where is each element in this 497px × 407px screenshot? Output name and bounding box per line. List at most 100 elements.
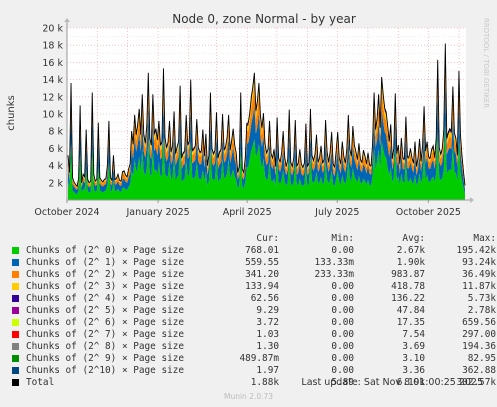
legend-min-value: 0.00 bbox=[331, 293, 354, 304]
legend-max-value: 194.36 bbox=[462, 341, 496, 352]
legend-max-value: 11.87k bbox=[462, 281, 496, 292]
legend-row: Chunks of (2^ 4) × Page size 62.56 0.00 136… bbox=[12, 293, 496, 305]
legend-max-value: 362.88 bbox=[462, 365, 496, 376]
legend-swatch bbox=[12, 281, 26, 293]
legend-avg-value: 7.54 bbox=[402, 329, 425, 340]
legend-min-value: 0.00 bbox=[331, 317, 354, 328]
legend-cur-value: 559.55 bbox=[245, 257, 279, 268]
legend-min-value: 0.00 bbox=[331, 353, 354, 364]
stacked-areas bbox=[67, 42, 466, 200]
legend-series-name: Chunks of (2^ 6) × Page size bbox=[26, 317, 185, 328]
legend-color-swatch bbox=[12, 331, 19, 338]
legend-color-swatch bbox=[12, 307, 19, 314]
y-tick-label: 18 k bbox=[42, 41, 63, 52]
legend-cur-value: 3.72 bbox=[256, 317, 279, 328]
legend-swatch bbox=[12, 329, 26, 341]
legend-max-value: 5.73k bbox=[467, 293, 496, 304]
area-series-1 bbox=[68, 83, 465, 195]
legend-max-value: 659.56 bbox=[462, 317, 496, 328]
legend-row: Chunks of (2^ 5) × Page size 9.29 0.00 47.8… bbox=[12, 305, 496, 317]
col-header-max: Max: bbox=[473, 233, 496, 244]
y-tick-label: 12 k bbox=[42, 92, 63, 103]
legend-cur-value: 62.56 bbox=[250, 293, 279, 304]
y-tick-label: 20 k bbox=[42, 24, 63, 35]
legend-swatch bbox=[12, 317, 26, 329]
legend-max-value: 36.49k bbox=[462, 269, 496, 280]
legend-max-value: 195.42k bbox=[456, 245, 496, 256]
legend-row: Chunks of (2^ 0) × Page size 768.01 0.00 2.… bbox=[12, 245, 496, 257]
legend-color-swatch bbox=[12, 295, 19, 302]
col-header-cur: Cur: bbox=[256, 233, 279, 244]
legend-series-name: Chunks of (2^ 8) × Page size bbox=[26, 341, 185, 352]
legend-max-value: 93.24k bbox=[462, 257, 496, 268]
legend-cur-value: 341.20 bbox=[245, 269, 279, 280]
legend-avg-value: 983.87 bbox=[391, 269, 425, 280]
legend-series-name: Chunks of (2^ 7) × Page size bbox=[26, 329, 185, 340]
legend-color-swatch bbox=[12, 355, 19, 362]
legend-min-value: 0.00 bbox=[331, 305, 354, 316]
munin-version: Munin 2.0.73 bbox=[223, 392, 274, 401]
legend-series-name: Chunks of (2^ 2) × Page size bbox=[26, 269, 185, 280]
legend-cur-value: 1.03 bbox=[256, 329, 279, 340]
legend-avg-value: 17.35 bbox=[396, 317, 425, 328]
y-tick-label: 6 k bbox=[48, 144, 63, 155]
legend-cur-value: 1.97 bbox=[256, 365, 279, 376]
legend-min-value: 0.00 bbox=[331, 341, 354, 352]
y-tick-label: 4 k bbox=[48, 161, 63, 172]
legend-swatch bbox=[12, 305, 26, 317]
legend-swatch bbox=[12, 293, 26, 305]
y-axis-label: chunks bbox=[6, 95, 17, 131]
legend-swatch bbox=[12, 269, 26, 281]
legend-swatch bbox=[12, 377, 26, 389]
legend-row: Chunks of (2^ 6) × Page size 3.72 0.00 17.3… bbox=[12, 317, 496, 329]
legend-row: Chunks of (2^ 3) × Page size 133.94 0.00 41… bbox=[12, 281, 496, 293]
x-tick-label: January 2025 bbox=[125, 207, 189, 218]
legend-min-value: 133.33m bbox=[314, 257, 354, 268]
legend-min-value: 0.00 bbox=[331, 281, 354, 292]
legend-color-swatch bbox=[12, 271, 19, 278]
legend-avg-value: 3.69 bbox=[402, 341, 425, 352]
legend-row: Chunks of (2^ 2) × Page size 341.20 233.33… bbox=[12, 269, 496, 281]
legend-max-value: 82.95 bbox=[467, 353, 496, 364]
legend-series-name: Chunks of (2^ 1) × Page size bbox=[26, 257, 185, 268]
last-update: Last update: Sat Nov 8 01:00:25 2025 bbox=[301, 377, 483, 388]
col-header-min: Min: bbox=[331, 233, 354, 244]
area-series-2 bbox=[68, 58, 465, 190]
y-tick-label: 10 k bbox=[42, 110, 63, 121]
legend-row: Chunks of (2^10) × Page size 1.97 0.00 3.36… bbox=[12, 365, 496, 377]
y-axis-arrow bbox=[64, 18, 70, 22]
legend-table: Cur: Min: Avg: Max: Chunks of (2^ 0) × P… bbox=[12, 233, 496, 389]
area-series-0 bbox=[68, 124, 465, 200]
legend-row: Chunks of (2^ 7) × Page size 1.03 0.00 7.54… bbox=[12, 329, 496, 341]
legend-swatch bbox=[12, 257, 26, 269]
legend-row: Chunks of (2^ 1) × Page size 559.55 133.33… bbox=[12, 257, 496, 269]
x-axis-arrow bbox=[470, 197, 474, 203]
legend-color-swatch bbox=[12, 283, 19, 290]
y-tick-label: 8 k bbox=[48, 127, 63, 138]
legend-series-name: Total bbox=[26, 377, 55, 388]
legend-cur-value: 133.94 bbox=[245, 281, 279, 292]
legend-avg-value: 3.36 bbox=[402, 365, 425, 376]
x-tick-label: July 2025 bbox=[314, 207, 359, 218]
y-tick-label: 14 k bbox=[42, 75, 63, 86]
legend-series-name: Chunks of (2^ 9) × Page size bbox=[26, 353, 185, 364]
legend-color-swatch bbox=[12, 379, 19, 386]
x-tick-label: October 2024 bbox=[34, 207, 99, 218]
legend-min-value: 0.00 bbox=[331, 365, 354, 376]
legend-row: Chunks of (2^ 9) × Page size 489.87m 0.00 3… bbox=[12, 353, 496, 365]
y-tick-label: 2 k bbox=[48, 178, 63, 189]
legend-avg-value: 6.19k bbox=[396, 377, 425, 388]
legend-avg-value: 1.90k bbox=[396, 257, 425, 268]
legend-max-value: 297.00 bbox=[462, 329, 496, 340]
legend-series-name: Chunks of (2^ 5) × Page size bbox=[26, 305, 185, 316]
legend-avg-value: 2.67k bbox=[396, 245, 425, 256]
legend-avg-value: 136.22 bbox=[391, 293, 425, 304]
legend-cur-value: 1.30 bbox=[256, 341, 279, 352]
axes: 2 k 4 k 6 k 8 k 10 k 12 k 14 k 16 k 18 k 20 k Octo… bbox=[34, 18, 474, 218]
legend-cur-value: 9.29 bbox=[256, 305, 279, 316]
legend-avg-value: 418.78 bbox=[391, 281, 425, 292]
legend-swatch bbox=[12, 341, 26, 353]
legend-series-name: Chunks of (2^ 0) × Page size bbox=[26, 245, 185, 256]
legend-color-swatch bbox=[12, 247, 19, 254]
legend-min-value: 233.33m bbox=[314, 269, 354, 280]
